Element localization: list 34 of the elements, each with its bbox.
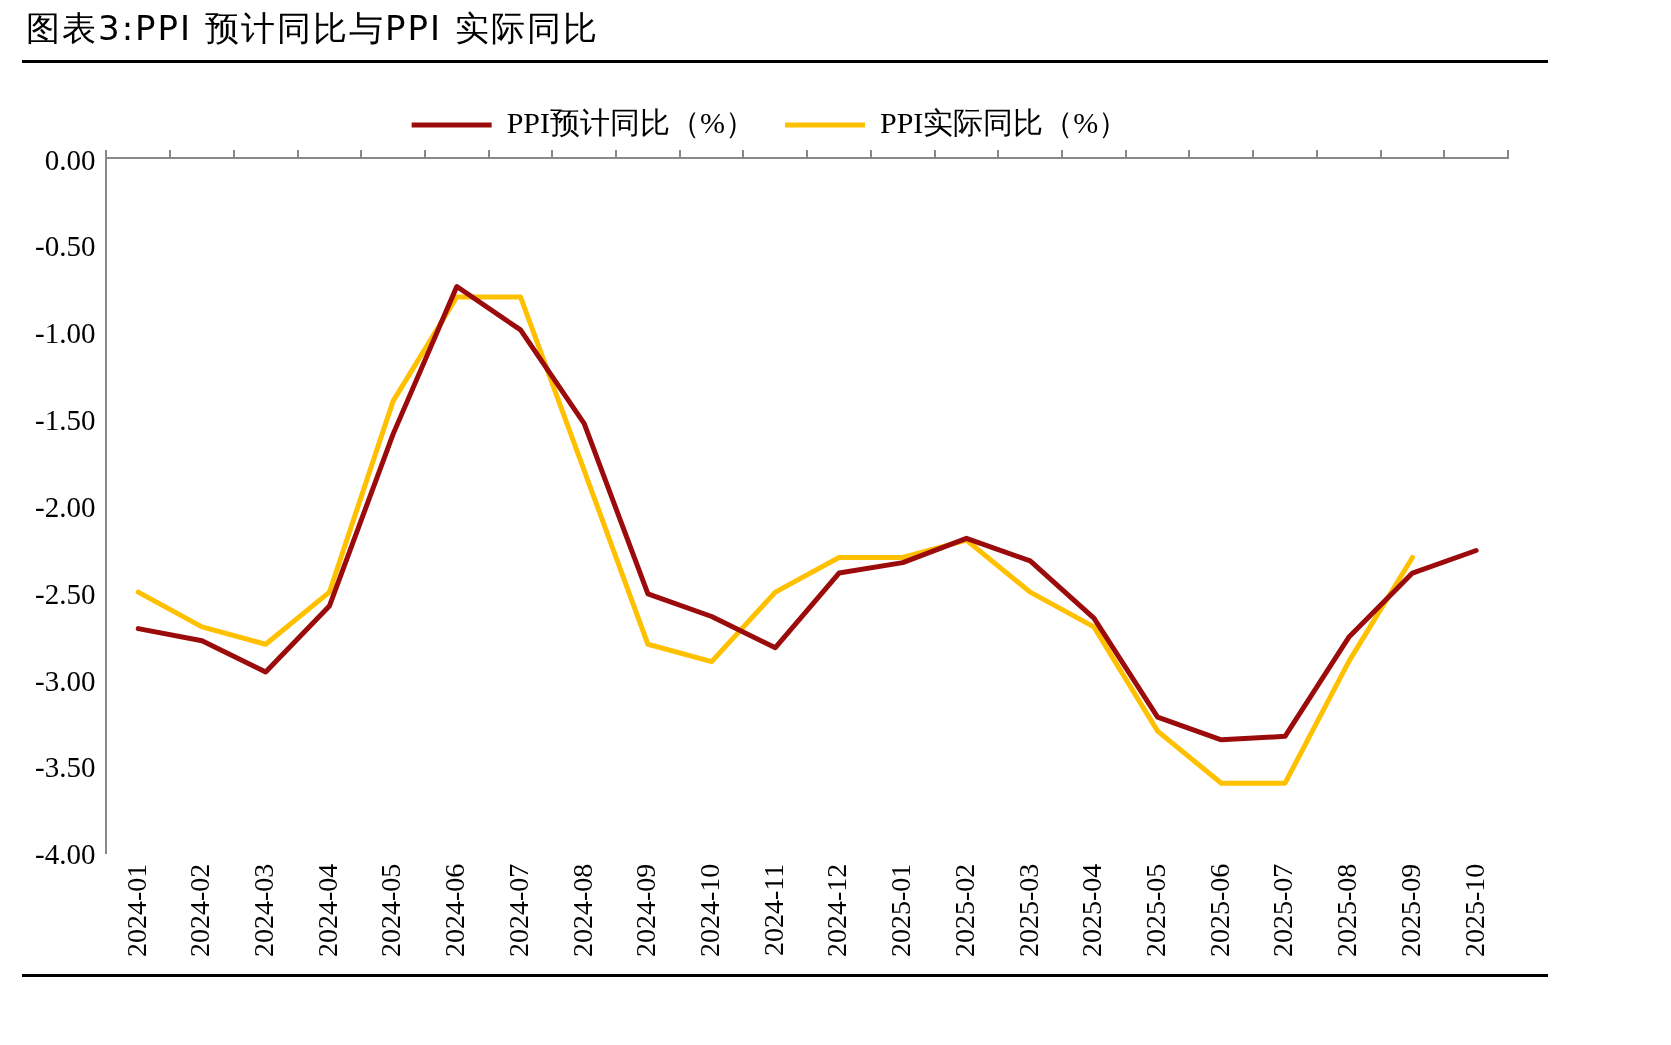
x-tick-label: 2025-10 [1458, 863, 1490, 957]
y-tick-label: -1.00 [34, 317, 96, 350]
chart-title: 图表3:PPI 预计同比与PPI 实际同比 [22, 4, 1548, 63]
x-tick-label: 2024-11 [757, 863, 789, 956]
legend-label: PPI预计同比（%） [506, 105, 756, 139]
x-tick-label: 2025-09 [1394, 863, 1426, 957]
x-tick-label: 2025-01 [885, 863, 917, 957]
x-tick-label: 2024-09 [630, 863, 662, 957]
x-tick-label: 2024-06 [439, 863, 471, 957]
x-tick-label: 2025-07 [1267, 863, 1299, 957]
y-tick-label: -0.50 [34, 230, 96, 263]
x-tick-label: 2024-08 [566, 863, 598, 957]
y-tick-label: 0.00 [44, 143, 96, 176]
y-tick-label: -1.50 [34, 404, 96, 437]
x-tick-label: 2024-05 [375, 863, 407, 957]
x-tick-label: 2024-12 [821, 863, 853, 957]
x-tick-label: 2024-10 [694, 863, 725, 957]
x-tick-label: 2025-04 [1076, 863, 1108, 957]
y-tick-label: -2.00 [34, 490, 96, 523]
x-tick-label: 2024-03 [248, 863, 280, 957]
x-tick-label: 2025-03 [1012, 863, 1044, 957]
x-tick-label: 2024-04 [311, 863, 343, 957]
x-tick-label: 2025-08 [1331, 863, 1363, 957]
legend-label: PPI实际同比（%） [880, 105, 1129, 139]
x-tick-label: 2025-02 [948, 863, 980, 957]
x-tick-label: 2024-01 [120, 863, 152, 957]
x-tick-label: 2025-05 [1139, 863, 1171, 957]
y-tick-label: -2.50 [34, 577, 96, 610]
y-tick-label: -4.00 [34, 838, 96, 871]
y-tick-label: -3.50 [34, 751, 96, 784]
x-tick-label: 2025-06 [1203, 863, 1235, 957]
x-tick-label: 2024-02 [184, 863, 216, 957]
y-tick-label: -3.00 [34, 664, 96, 697]
x-tick-label: 2024-07 [502, 863, 534, 957]
